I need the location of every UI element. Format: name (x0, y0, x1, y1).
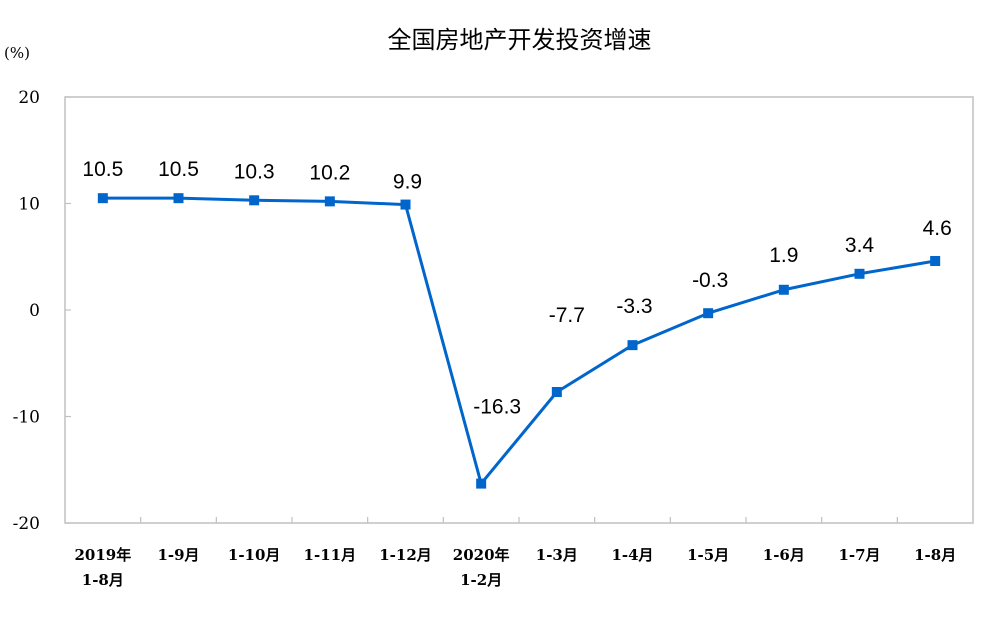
x-tick-label: 1-5月 (687, 546, 729, 564)
x-tick-label: 2020年 (453, 546, 510, 564)
y-tick-label: -20 (13, 514, 40, 534)
x-tick-label: 1-11月 (304, 546, 357, 564)
data-point-marker (627, 340, 638, 351)
data-value-label: 10.3 (234, 160, 275, 183)
chart-title: 全国房地产开发投资增速 (387, 26, 652, 54)
y-tick-label: -10 (13, 408, 40, 428)
data-point-marker (400, 199, 411, 210)
data-value-label: 10.5 (82, 158, 123, 181)
data-point-marker (324, 196, 335, 207)
data-point-marker (703, 308, 714, 319)
data-value-label: -7.7 (549, 304, 585, 327)
x-tick-label: 1-2月 (460, 571, 502, 589)
data-point-marker (173, 193, 184, 204)
data-value-label: -16.3 (473, 396, 521, 419)
data-value-label: 9.9 (393, 171, 422, 194)
x-tick-label: 1-3月 (536, 546, 578, 564)
plot-area-border (64, 96, 974, 524)
data-value-label: 10.2 (309, 161, 350, 184)
series-line (102, 196, 936, 486)
data-value-label: 4.6 (923, 217, 952, 240)
data-value-label: -3.3 (616, 295, 652, 318)
data-value-label: -0.3 (692, 269, 728, 292)
data-point-marker (930, 256, 941, 267)
y-tick-label: 0 (29, 301, 40, 321)
y-tick-label: 20 (18, 88, 40, 108)
data-value-label: 10.5 (158, 158, 199, 181)
plot-frame (64, 96, 974, 524)
x-tick-label: 1-4月 (611, 546, 653, 564)
x-tick-label: 1-6月 (763, 546, 805, 564)
data-point-marker (778, 284, 789, 295)
data-value-label: 3.4 (845, 234, 875, 257)
x-tick-label: 1-9月 (157, 546, 199, 564)
x-tick-label: 1-8月 (914, 546, 956, 564)
x-tick-label: 1-12月 (379, 546, 432, 564)
y-axis: 20 10 0 -10 -20 (13, 88, 71, 534)
data-point-marker (476, 478, 487, 489)
data-point-marker (854, 268, 865, 279)
data-point-marker (97, 193, 108, 204)
data-point-marker (249, 195, 260, 206)
data-point-marker (551, 387, 562, 398)
data-value-label: 1.9 (769, 244, 798, 267)
x-tick-label: 1-7月 (838, 546, 880, 564)
x-tick-label: 1-10月 (228, 546, 281, 564)
y-axis-unit-label: (%) (4, 44, 30, 62)
x-tick-label: 1-8月 (82, 571, 124, 589)
data-labels: 10.5 10.5 10.3 10.2 9.9 -16.3 -7.7 -3.3 -0.3 1.9 3… (82, 158, 951, 418)
x-tick-label: 2019年 (74, 546, 131, 564)
data-series (97, 193, 941, 489)
y-tick-label: 10 (18, 195, 40, 215)
x-axis: 2019年 1-8月 1-9月 1-10月 1-11月 1-12月 2020年 1-2月 1-3… (74, 517, 956, 589)
